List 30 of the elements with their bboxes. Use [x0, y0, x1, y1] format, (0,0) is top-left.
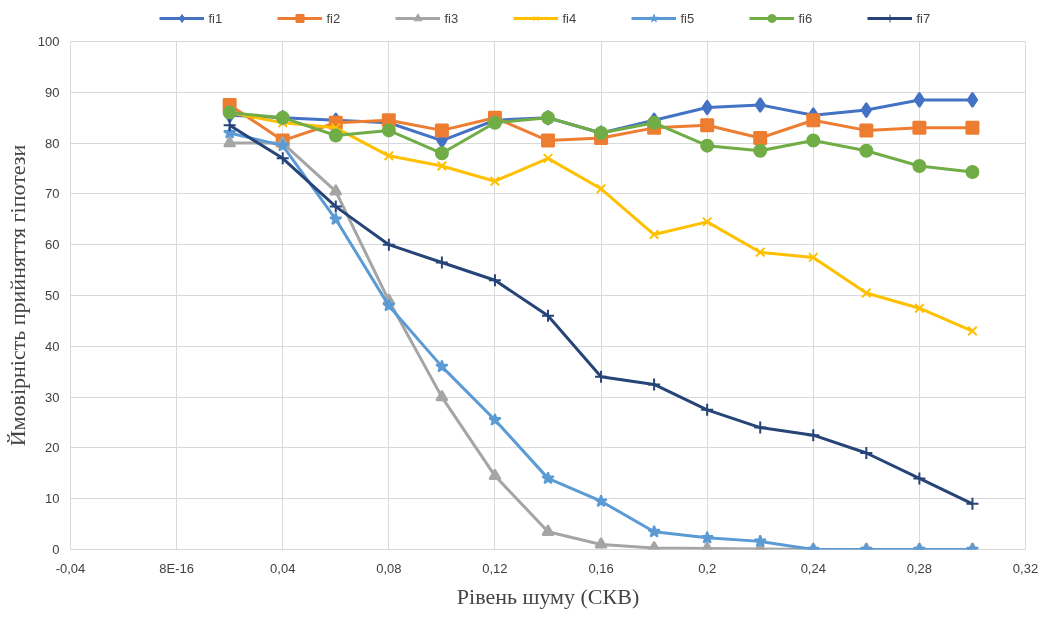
x-axis-title: Рівень шуму (СКВ): [456, 583, 640, 609]
y-tick-label: 30: [45, 389, 60, 405]
y-tick-label: 90: [45, 84, 60, 100]
y-tick-label: 40: [45, 338, 60, 354]
y-tick-label: 70: [45, 186, 60, 202]
legend-label: fi3: [444, 10, 460, 26]
legend-label: fi1: [208, 10, 224, 26]
y-tick-label: 20: [45, 440, 60, 456]
y-tick-label: 0: [52, 542, 60, 557]
x-tick-label: 0,28: [906, 560, 933, 576]
legend-label: fi2: [326, 10, 342, 26]
y-tick-label: 10: [45, 491, 60, 507]
legend-label: fi5: [680, 10, 696, 26]
x-tick-label: 0,04: [270, 560, 296, 576]
legend-label: fi7: [916, 10, 932, 26]
legend-label: fi6: [798, 10, 814, 26]
x-tick-label: 0,16: [588, 560, 614, 576]
y-tick-label: 60: [45, 237, 60, 253]
legend-label: fi4: [562, 10, 578, 26]
x-tick-label: -0,04: [55, 560, 86, 576]
y-axis-title: Ймовірність прийняття гіпотези: [4, 144, 30, 447]
x-tick-label: 0,08: [376, 560, 402, 576]
x-tick-label: 0,12: [482, 560, 508, 576]
y-tick-label: 80: [45, 135, 60, 151]
x-tick-label: 0,24: [800, 560, 826, 576]
y-tick-label: 50: [45, 288, 60, 303]
y-tick-label: 100: [37, 34, 60, 49]
x-tick-label: 0,2: [698, 560, 717, 576]
x-tick-label: 8E-16: [159, 560, 194, 576]
x-tick-label: 0,32: [1012, 560, 1039, 576]
